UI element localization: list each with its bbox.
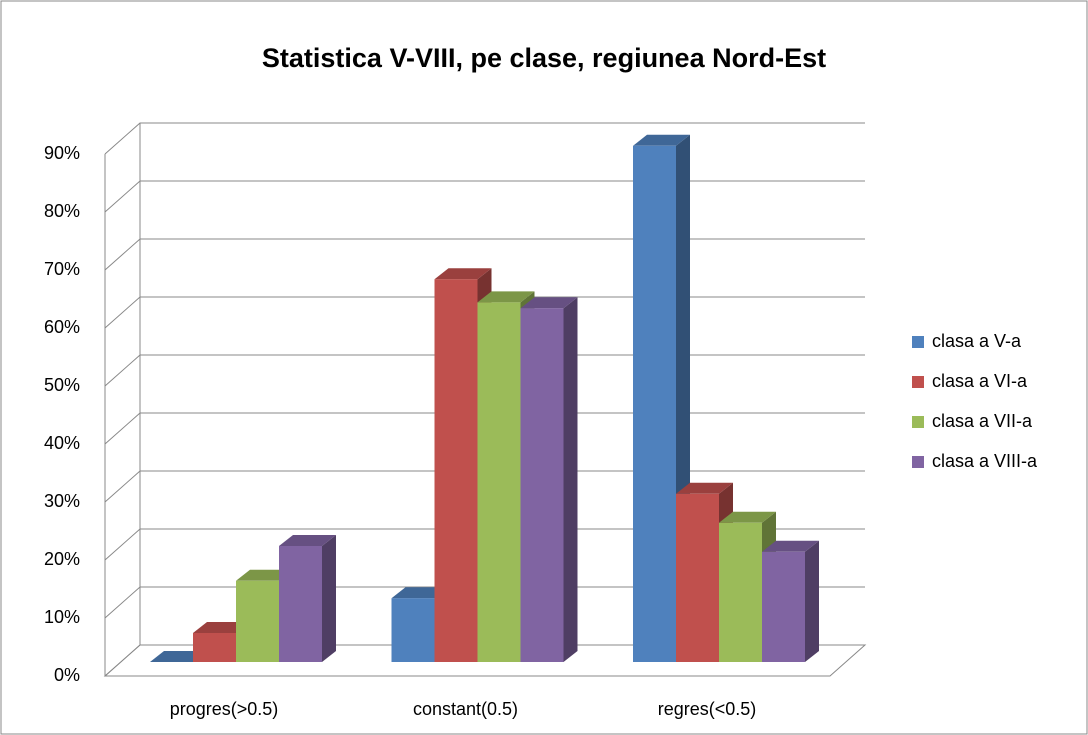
bar: [193, 633, 236, 662]
grid-line: [104, 122, 865, 155]
grid-line: [104, 586, 865, 619]
grid-line: [104, 470, 865, 503]
y-tick-label: 70%: [44, 259, 80, 279]
bar-top: [719, 511, 776, 523]
y-tick-label: 90%: [44, 143, 80, 163]
y-tick-label: 20%: [44, 549, 80, 569]
bar: [520, 308, 564, 662]
y-tick-label: 50%: [44, 375, 80, 395]
grid-line: [104, 354, 865, 387]
bar-side: [805, 540, 819, 662]
bar-top: [391, 587, 449, 599]
bar: [477, 302, 521, 662]
bar: [391, 598, 435, 662]
legend-label: clasa a VIII-a: [932, 451, 1038, 471]
bar: [676, 493, 719, 662]
x-tick-label: progres(>0.5): [170, 699, 279, 719]
bar-top: [762, 540, 819, 552]
bar: [279, 546, 322, 662]
bar: [434, 279, 478, 662]
x-tick-label: regres(<0.5): [658, 699, 757, 719]
x-tick-label: constant(0.5): [413, 699, 518, 719]
bar-top: [520, 297, 578, 309]
bar-top: [633, 134, 690, 146]
bar-side: [322, 535, 336, 662]
legend-label: clasa a V-a: [932, 331, 1022, 351]
grid-line: [104, 528, 865, 561]
y-tick-label: 10%: [44, 607, 80, 627]
bar: [719, 522, 762, 662]
legend-swatch: [912, 416, 924, 428]
grid-line: [104, 296, 865, 329]
bar: [236, 580, 279, 662]
grid-line: [104, 180, 865, 213]
bar: [633, 145, 676, 663]
bar-top: [150, 651, 207, 662]
bar-top: [676, 482, 733, 494]
chart-title: Statistica V-VIII, pe clase, regiunea No…: [262, 43, 826, 73]
bar-top: [477, 291, 535, 303]
legend-swatch: [912, 376, 924, 388]
grid-line: [104, 412, 865, 445]
bar-top: [434, 268, 492, 280]
grid-line: [104, 644, 865, 677]
y-tick-label: 30%: [44, 491, 80, 511]
y-tick-label: 0%: [54, 665, 80, 685]
legend-swatch: [912, 456, 924, 468]
bar: [762, 551, 805, 662]
bar-top: [236, 569, 293, 581]
bar-side: [563, 297, 578, 662]
bar-top: [193, 622, 250, 633]
legend-swatch: [912, 336, 924, 348]
y-tick-label: 80%: [44, 201, 80, 221]
grid-line: [104, 238, 865, 271]
legend-label: clasa a VII-a: [932, 411, 1033, 431]
legend-label: clasa a VI-a: [932, 371, 1028, 391]
y-tick-label: 60%: [44, 317, 80, 337]
y-tick-label: 40%: [44, 433, 80, 453]
bar-top: [279, 535, 336, 546]
